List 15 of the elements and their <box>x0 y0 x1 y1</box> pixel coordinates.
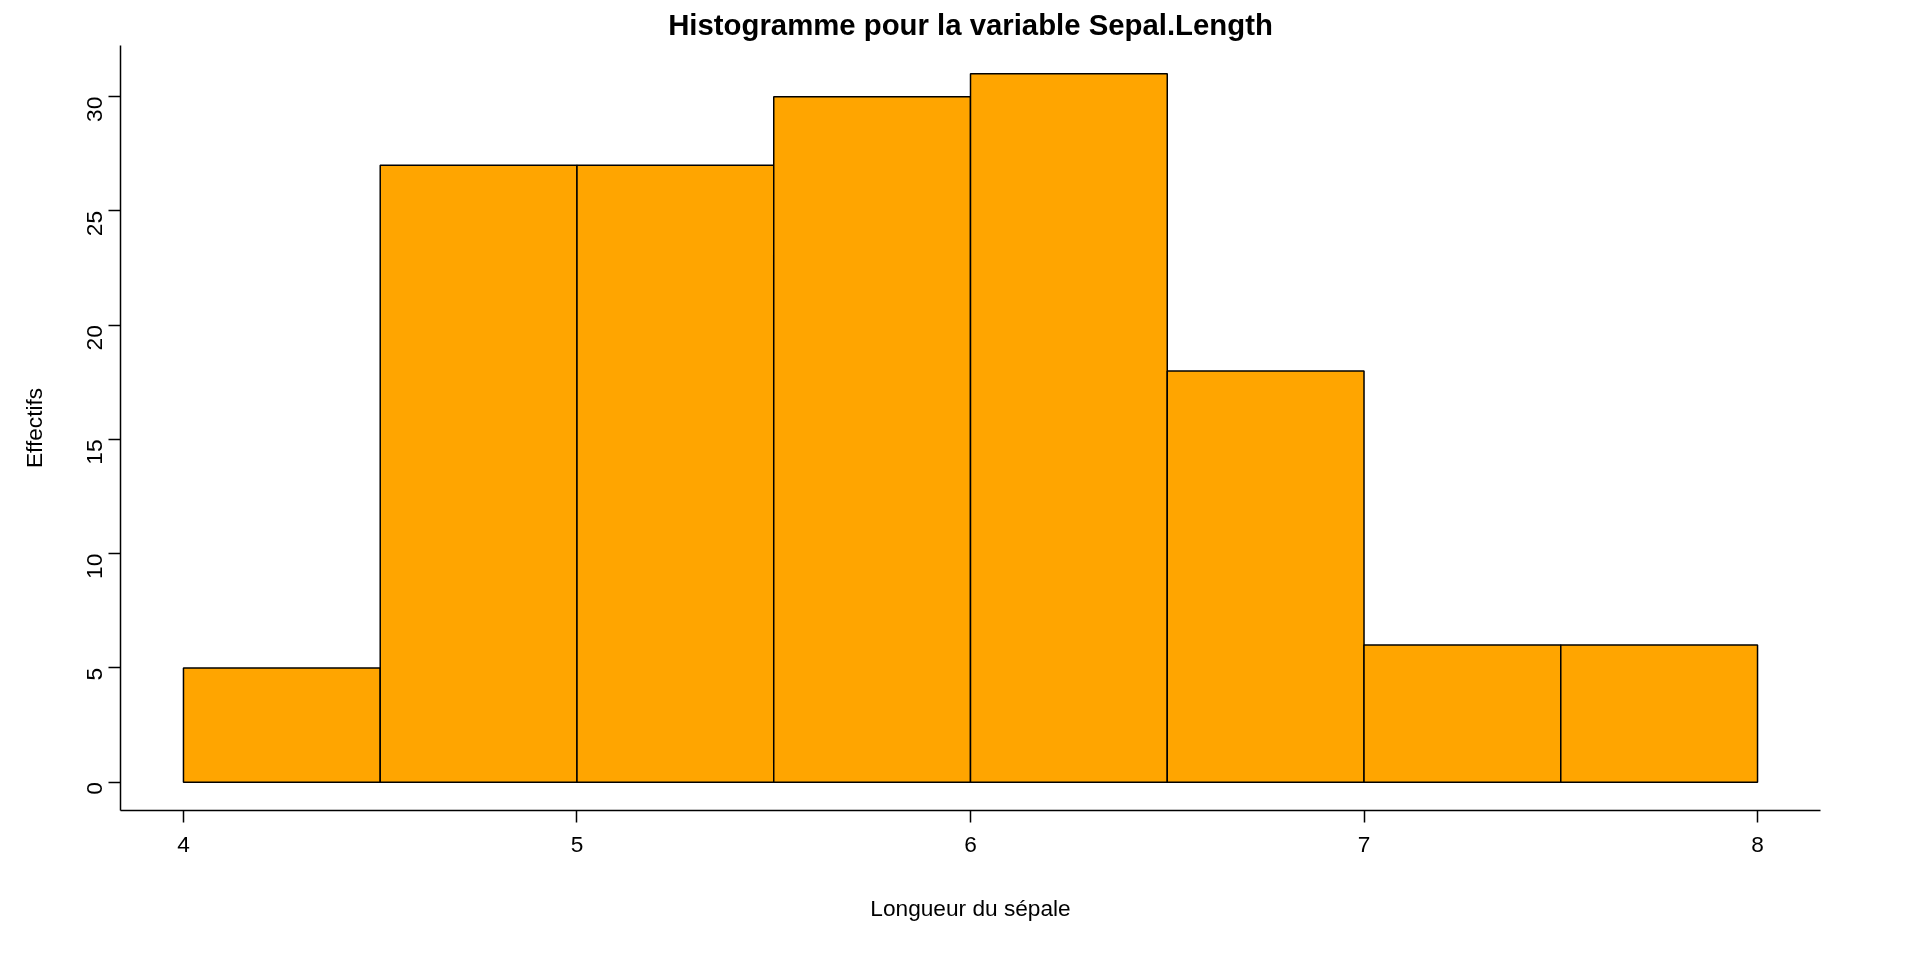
chart-title: Histogramme pour la variable Sepal.Length <box>668 7 1273 41</box>
x-tick-label: 5 <box>570 830 584 857</box>
x-tick-label: 6 <box>964 830 977 857</box>
y-tick-label: 15 <box>81 439 107 465</box>
x-tick-label: 7 <box>1357 830 1371 857</box>
x-tick-label: 8 <box>1751 830 1764 857</box>
y-tick-label: 5 <box>81 667 107 681</box>
y-tick-label: 10 <box>81 553 107 579</box>
y-axis-title: Effectifs <box>20 387 47 469</box>
y-tick-label: 30 <box>81 96 107 122</box>
y-tick-label: 0 <box>81 782 107 795</box>
y-tick-label: 25 <box>81 210 107 237</box>
x-tick-label: 4 <box>177 830 190 857</box>
x-axis-title: Longueur du sépale <box>870 894 1071 921</box>
y-tick-label: 20 <box>81 325 107 351</box>
